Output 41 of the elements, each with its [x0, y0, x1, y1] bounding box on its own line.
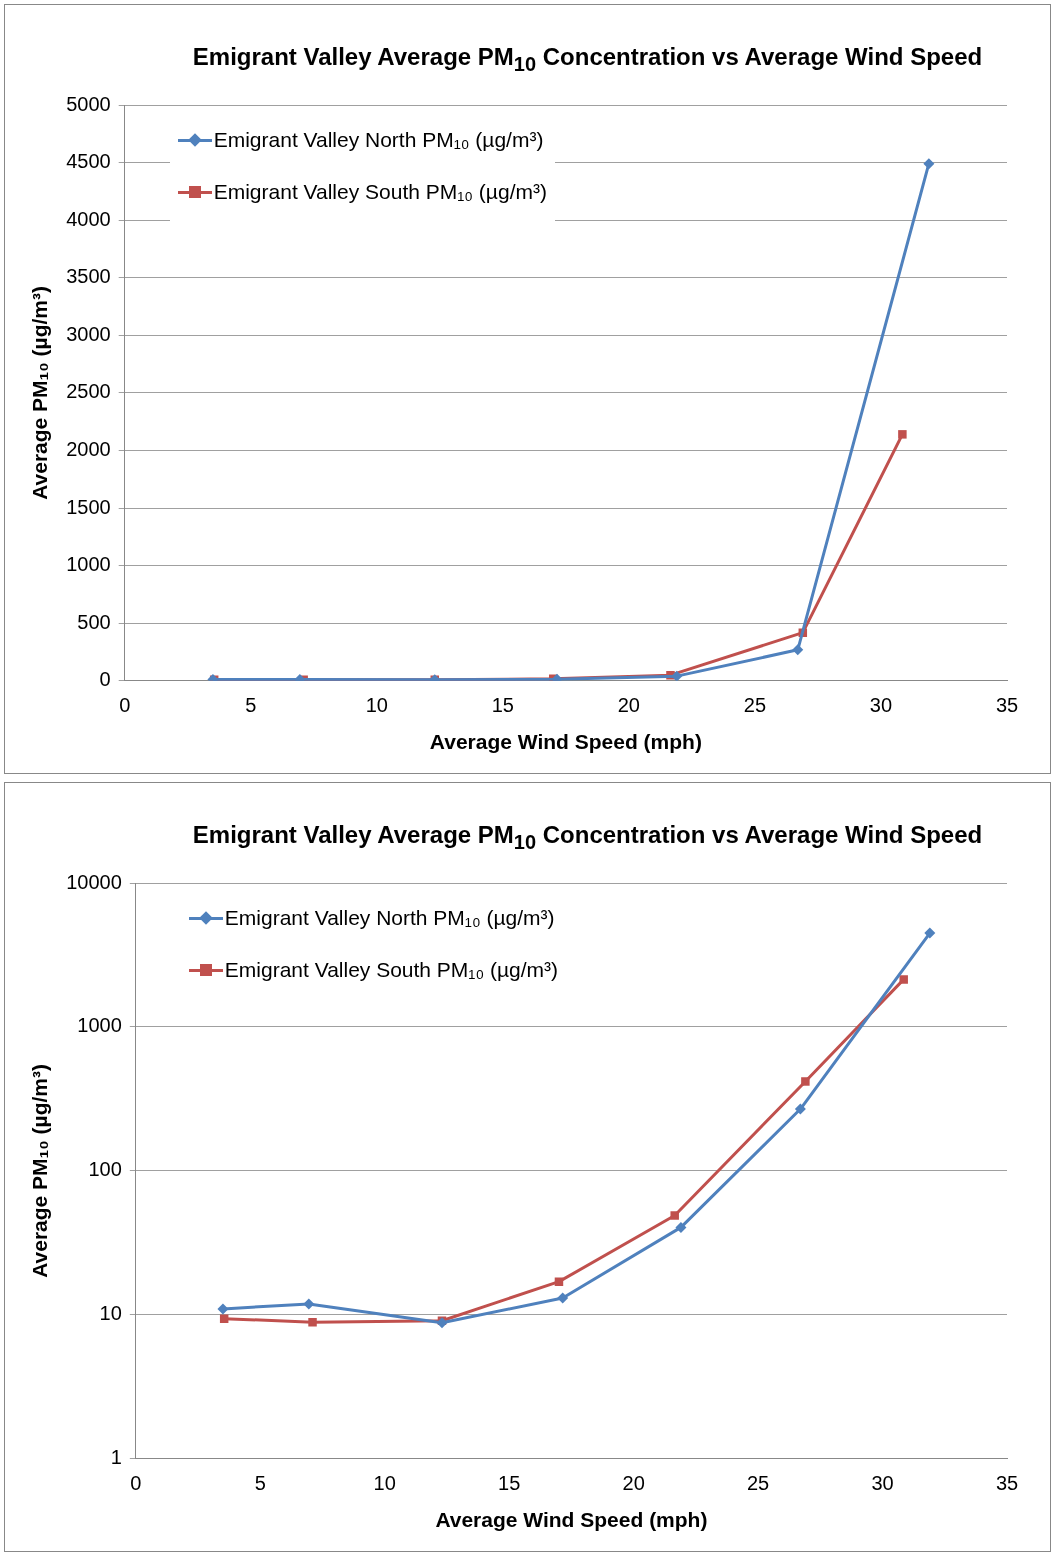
y-axis-title: Average PM₁₀ (µg/m³) [28, 285, 52, 500]
x-tick-label: 5 [245, 694, 257, 717]
y-tick-label: 0 [99, 668, 111, 691]
chart-title: Emigrant Valley Average PM$_{10}$ Concentration vs Average Wind Speed [191, 43, 984, 76]
x-tick-label: 10 [365, 694, 388, 717]
x-tick-label: 20 [622, 1472, 645, 1495]
y-tick-label: 4500 [66, 150, 111, 173]
y-tick-label: 3000 [66, 322, 111, 345]
y-tick-label: 1000 [66, 553, 111, 576]
x-tick-label: 10 [373, 1472, 396, 1495]
y-tick-label: 10000 [66, 870, 122, 893]
y-tick-label: 2500 [66, 380, 111, 403]
y-tick-label: 4000 [66, 207, 111, 230]
y-tick-label: 3500 [66, 265, 111, 288]
y-tick-label: 1 [110, 1446, 122, 1469]
y-tick-label: 2000 [66, 438, 111, 460]
x-axis-title: Average Wind Speed (mph) [429, 730, 702, 754]
x-tick-label: 20 [617, 694, 640, 717]
x-tick-label: 30 [871, 1472, 894, 1495]
legend-label: Emigrant Valley South PM₁₀ (µg/m³) [224, 958, 559, 982]
x-tick-label: 35 [995, 694, 1019, 717]
chart-title: Emigrant Valley Average PM$_{10}$ Concentration vs Average Wind Speed [191, 821, 984, 854]
x-tick-label: 0 [130, 1472, 142, 1495]
y-axis-title: Average PM₁₀ (µg/m³) [28, 1063, 52, 1278]
x-tick-label: 35 [995, 1472, 1019, 1495]
x-tick-label: 30 [869, 694, 893, 717]
legend-label: Emigrant Valley North PM₁₀ (µg/m³) [224, 906, 555, 930]
y-tick-label: 100 [88, 1158, 122, 1181]
y-tick-label: 5000 [66, 92, 111, 115]
x-tick-label: 15 [491, 694, 514, 717]
x-tick-label: 25 [746, 1472, 770, 1495]
x-tick-label: 5 [254, 1472, 266, 1495]
legend-label: Emigrant Valley North PM₁₀ (µg/m³) [213, 128, 544, 152]
x-tick-label: 25 [743, 694, 767, 717]
y-tick-label: 1500 [66, 495, 111, 518]
legend-label: Emigrant Valley South PM₁₀ (µg/m³) [213, 180, 547, 204]
y-tick-label: 10 [99, 1302, 122, 1325]
y-tick-label: 500 [77, 610, 111, 633]
x-axis-title: Average Wind Speed (mph) [435, 1508, 708, 1532]
x-tick-label: 15 [498, 1472, 521, 1495]
y-tick-label: 1000 [77, 1014, 122, 1037]
